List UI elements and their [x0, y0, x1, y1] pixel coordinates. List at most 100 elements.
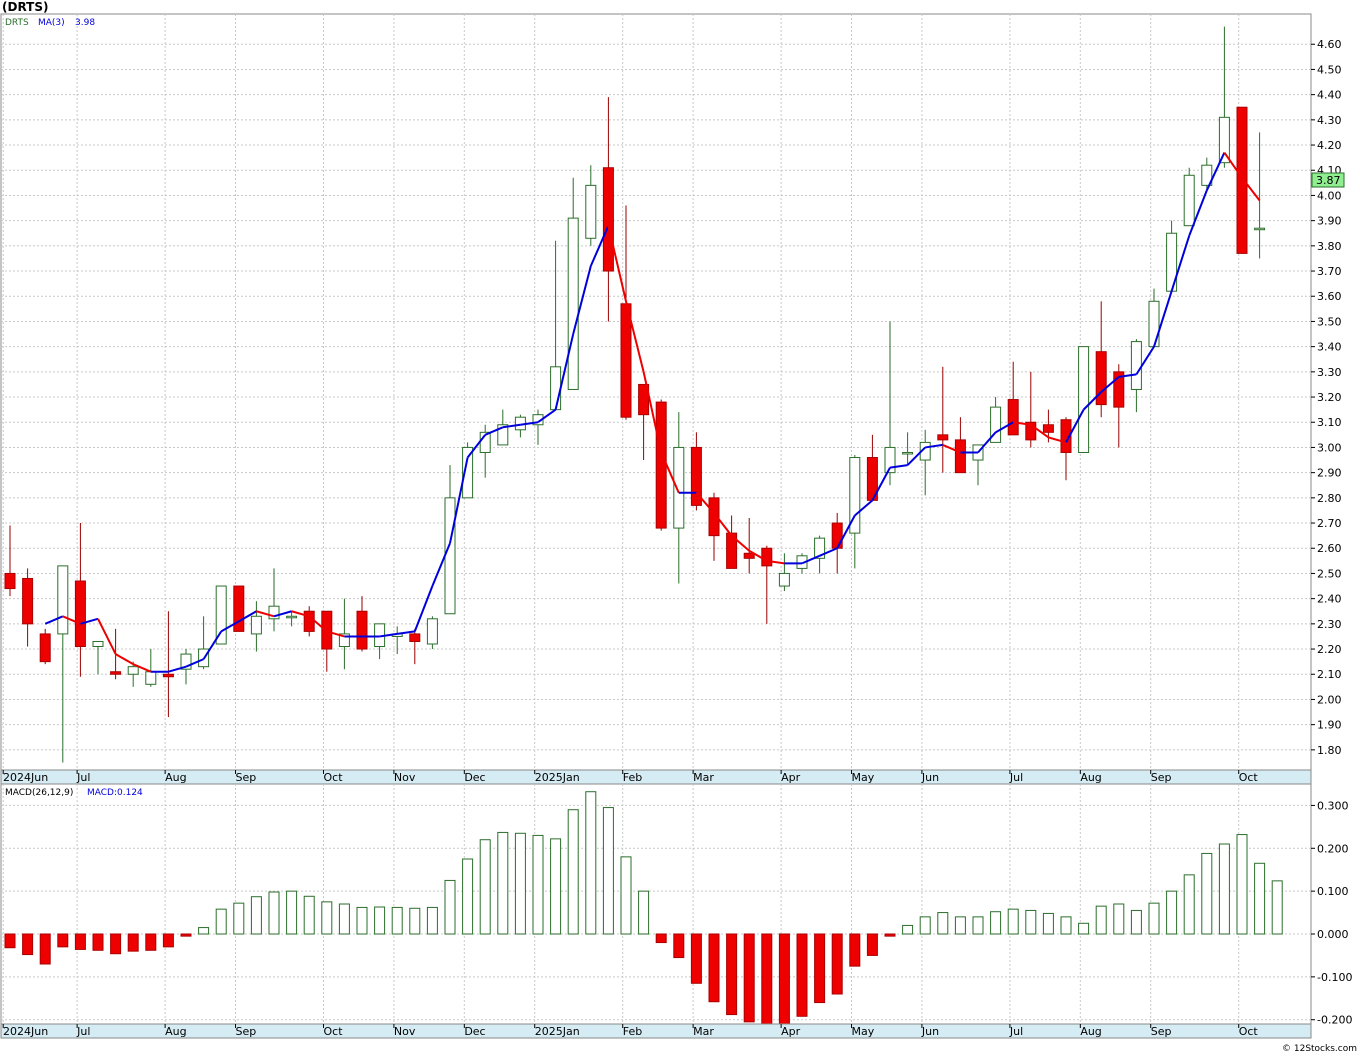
macd-bar — [92, 933, 104, 951]
ma3-segment — [1065, 409, 1085, 443]
macd-bar — [550, 838, 562, 935]
ma-value: 3.98 — [75, 18, 95, 28]
macd-bar — [215, 908, 227, 935]
x-tick-label: Mar — [693, 1025, 714, 1038]
last-price-label: 3.87 — [1316, 174, 1341, 187]
ma3-segment — [466, 434, 486, 459]
x-tick-label: 2024Jun — [3, 771, 48, 784]
macd-bar — [1183, 874, 1195, 935]
macd-bar — [902, 924, 914, 935]
price-tick-label: 4.20 — [1317, 139, 1342, 152]
candle-body — [1060, 419, 1072, 453]
macd-bar — [409, 907, 421, 935]
macd-bar — [1095, 905, 1107, 935]
macd-tick-label: -0.200 — [1317, 1014, 1352, 1027]
ma3-segment — [589, 225, 610, 267]
x-tick-label: 2025Jan — [535, 771, 580, 784]
candle-body — [743, 552, 755, 559]
price-tick-label: 2.20 — [1317, 643, 1342, 656]
macd-bar — [972, 916, 984, 935]
ma3-segment — [660, 452, 680, 494]
candle-body — [550, 366, 562, 411]
candle-body — [1218, 116, 1230, 164]
ma3-segment — [1135, 346, 1155, 375]
macd-bar — [1148, 902, 1160, 935]
ma3-segment — [256, 610, 275, 618]
macd-bar — [39, 933, 51, 965]
x-tick-label: Jul — [76, 771, 90, 784]
candle-body — [814, 537, 826, 559]
x-tick-label: Jul — [1009, 1025, 1023, 1038]
price-tick-label: 3.70 — [1317, 265, 1342, 278]
macd-bar — [233, 902, 245, 935]
macd-bar — [57, 933, 69, 948]
candle-body — [39, 633, 51, 663]
price-tick-label: 2.40 — [1317, 593, 1342, 606]
macd-bar — [462, 858, 474, 935]
x-tick-label: Jul — [76, 1025, 90, 1038]
candle-body — [162, 673, 174, 678]
macd-bar — [990, 911, 1002, 935]
macd-bar — [866, 933, 878, 956]
candle-body — [602, 167, 614, 272]
candle-body — [426, 618, 438, 645]
macd-value: MACD:0.124 — [87, 788, 143, 798]
candle-body — [690, 446, 702, 506]
ma3-segment — [379, 632, 398, 638]
macd-bar — [74, 933, 86, 950]
macd-bar — [726, 933, 738, 1016]
ma3-segment — [1205, 152, 1226, 191]
ticker-label: DRTS — [5, 18, 29, 28]
macd-bar — [22, 933, 34, 956]
ma3-segment — [132, 663, 152, 673]
price-tick-label: 2.60 — [1317, 542, 1342, 555]
ma-label: MA(3) — [38, 18, 65, 28]
candle-body — [22, 577, 34, 625]
ma3-segment — [97, 618, 117, 655]
macd-x-axis: 2024Jun Jul Aug Sep Oct Nov Dec 2025Jan Feb Mar Ap… — [2, 1024, 1258, 1038]
candle-body — [1078, 346, 1090, 453]
ma3-segment — [625, 301, 645, 373]
macd-bar — [444, 879, 456, 935]
ma3-segment — [1153, 290, 1173, 347]
macd-bar — [162, 933, 174, 948]
ma3-segment — [1013, 421, 1031, 426]
candle-body — [356, 610, 368, 650]
ma3-segment — [1082, 391, 1102, 411]
ma3-segment — [906, 446, 926, 466]
candle-body — [1007, 399, 1019, 436]
macd-bar — [4, 933, 16, 949]
candle-body — [57, 565, 69, 635]
price-tick-label: 3.00 — [1317, 441, 1342, 454]
candle-body — [567, 217, 579, 390]
ma3-segment — [572, 265, 592, 335]
price-tick-label: 4.30 — [1317, 114, 1342, 127]
x-tick-label: Oct — [1239, 771, 1259, 784]
macd-bar — [145, 933, 157, 951]
macd-bar — [514, 832, 526, 935]
candle-body — [145, 671, 157, 685]
price-tick-label: 4.60 — [1317, 38, 1342, 51]
candle-body — [655, 401, 667, 529]
macd-bar — [1130, 909, 1142, 935]
macd-bar — [655, 933, 667, 944]
price-panel: 1.80 1.90 2.00 2.10 2.20 2.30 2.40 2.50 2.60 2.70… — [0, 13, 1342, 771]
macd-bar — [127, 933, 139, 952]
macd-bar — [937, 912, 949, 935]
macd-bar — [1236, 834, 1248, 935]
candle-body — [268, 605, 280, 620]
macd-bar — [426, 906, 438, 935]
candle-body — [127, 666, 139, 675]
price-tick-label: 4.40 — [1317, 89, 1342, 102]
macd-tick-label: 0.100 — [1317, 885, 1349, 898]
x-tick-label: Sep — [236, 1025, 257, 1038]
candle-body — [233, 585, 245, 632]
ma3-segment — [273, 610, 292, 618]
ma3-segment — [1100, 376, 1120, 393]
x-tick-label: Aug — [165, 771, 186, 784]
ma3-segment — [431, 542, 451, 587]
candle-body — [585, 184, 597, 239]
price-x-axis-band — [0, 769, 1312, 785]
price-tick-label: 2.10 — [1317, 668, 1342, 681]
